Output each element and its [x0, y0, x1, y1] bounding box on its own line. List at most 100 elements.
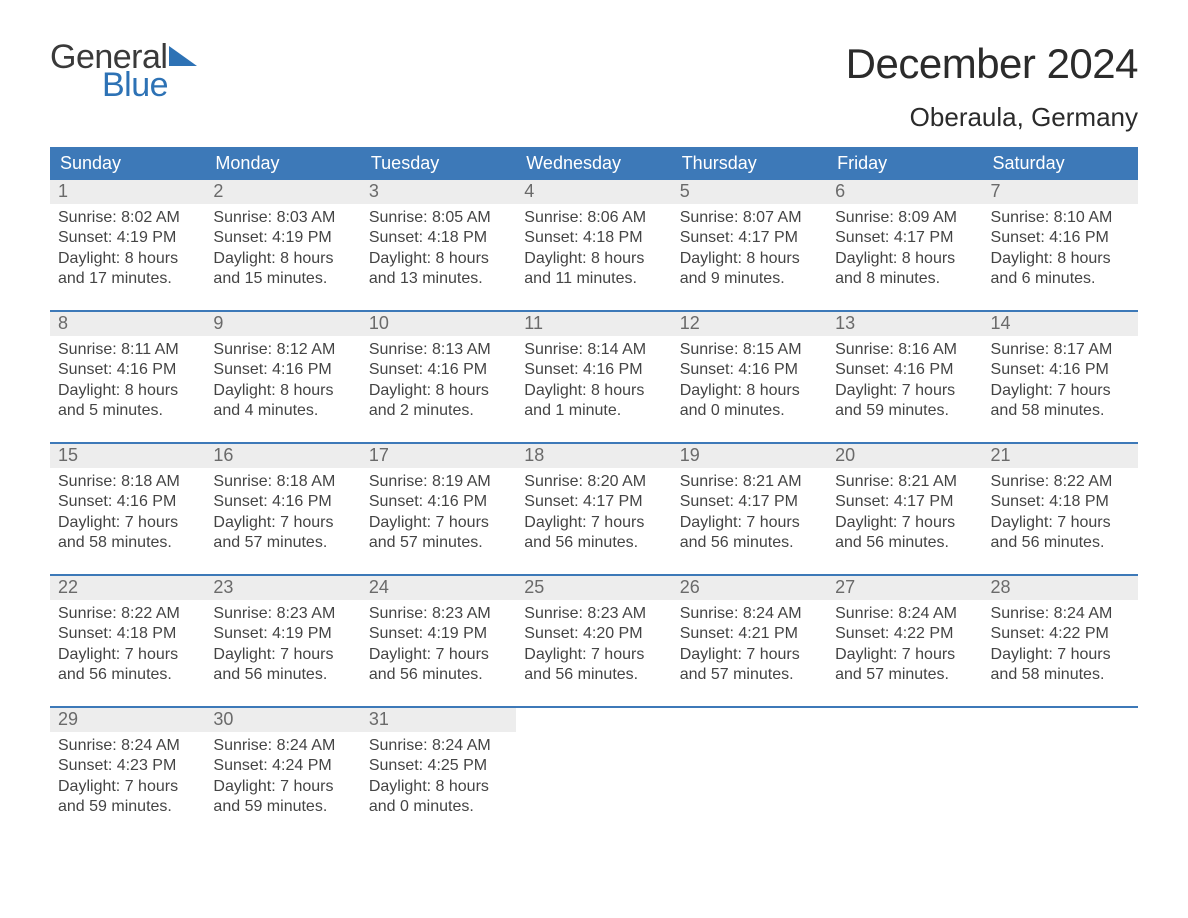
- day-sunrise: Sunrise: 8:22 AM: [991, 472, 1130, 492]
- day-cell: 6Sunrise: 8:09 AMSunset: 4:17 PMDaylight…: [827, 180, 982, 298]
- day-cell: .: [983, 708, 1138, 826]
- day-d2: and 5 minutes.: [58, 401, 197, 421]
- day-cell: 2Sunrise: 8:03 AMSunset: 4:19 PMDaylight…: [205, 180, 360, 298]
- day-d1: Daylight: 8 hours: [369, 249, 508, 269]
- day-d1: Daylight: 8 hours: [524, 381, 663, 401]
- day-sunrise: Sunrise: 8:19 AM: [369, 472, 508, 492]
- day-sunset: Sunset: 4:18 PM: [991, 492, 1130, 512]
- day-sunrise: Sunrise: 8:07 AM: [680, 208, 819, 228]
- day-cell: 17Sunrise: 8:19 AMSunset: 4:16 PMDayligh…: [361, 444, 516, 562]
- location: Oberaula, Germany: [846, 102, 1138, 133]
- day-body: Sunrise: 8:24 AMSunset: 4:24 PMDaylight:…: [205, 732, 360, 826]
- day-d1: Daylight: 7 hours: [213, 513, 352, 533]
- day-body: Sunrise: 8:21 AMSunset: 4:17 PMDaylight:…: [672, 468, 827, 562]
- day-body: Sunrise: 8:11 AMSunset: 4:16 PMDaylight:…: [50, 336, 205, 430]
- day-d1: Daylight: 8 hours: [991, 249, 1130, 269]
- day-body: Sunrise: 8:24 AMSunset: 4:23 PMDaylight:…: [50, 732, 205, 826]
- day-body: Sunrise: 8:20 AMSunset: 4:17 PMDaylight:…: [516, 468, 671, 562]
- day-sunset: Sunset: 4:18 PM: [58, 624, 197, 644]
- day-d2: and 8 minutes.: [835, 269, 974, 289]
- day-number: 23: [205, 576, 360, 600]
- day-number: 5: [672, 180, 827, 204]
- day-cell: 31Sunrise: 8:24 AMSunset: 4:25 PMDayligh…: [361, 708, 516, 826]
- day-number: 9: [205, 312, 360, 336]
- day-sunrise: Sunrise: 8:24 AM: [369, 736, 508, 756]
- day-sunset: Sunset: 4:16 PM: [213, 360, 352, 380]
- day-d1: Daylight: 8 hours: [369, 381, 508, 401]
- day-sunset: Sunset: 4:17 PM: [680, 228, 819, 248]
- day-d2: and 9 minutes.: [680, 269, 819, 289]
- day-sunset: Sunset: 4:21 PM: [680, 624, 819, 644]
- day-cell: 24Sunrise: 8:23 AMSunset: 4:19 PMDayligh…: [361, 576, 516, 694]
- day-cell: 23Sunrise: 8:23 AMSunset: 4:19 PMDayligh…: [205, 576, 360, 694]
- day-body: Sunrise: 8:02 AMSunset: 4:19 PMDaylight:…: [50, 204, 205, 298]
- day-number: 22: [50, 576, 205, 600]
- day-d1: Daylight: 8 hours: [213, 381, 352, 401]
- day-number: 15: [50, 444, 205, 468]
- day-number: 2: [205, 180, 360, 204]
- day-d2: and 17 minutes.: [58, 269, 197, 289]
- day-d1: Daylight: 7 hours: [58, 645, 197, 665]
- day-d1: Daylight: 8 hours: [680, 249, 819, 269]
- week-row: 29Sunrise: 8:24 AMSunset: 4:23 PMDayligh…: [50, 706, 1138, 826]
- day-cell: 11Sunrise: 8:14 AMSunset: 4:16 PMDayligh…: [516, 312, 671, 430]
- day-body: Sunrise: 8:03 AMSunset: 4:19 PMDaylight:…: [205, 204, 360, 298]
- day-d2: and 13 minutes.: [369, 269, 508, 289]
- day-body: Sunrise: 8:09 AMSunset: 4:17 PMDaylight:…: [827, 204, 982, 298]
- day-sunrise: Sunrise: 8:02 AM: [58, 208, 197, 228]
- day-d1: Daylight: 8 hours: [58, 249, 197, 269]
- day-d2: and 2 minutes.: [369, 401, 508, 421]
- day-sunset: Sunset: 4:17 PM: [835, 228, 974, 248]
- day-d1: Daylight: 7 hours: [835, 645, 974, 665]
- day-d2: and 0 minutes.: [369, 797, 508, 817]
- day-cell: .: [672, 708, 827, 826]
- day-sunset: Sunset: 4:18 PM: [524, 228, 663, 248]
- day-number: 4: [516, 180, 671, 204]
- day-sunset: Sunset: 4:24 PM: [213, 756, 352, 776]
- week-row: 15 Sunrise: 8:18 AMSunset: 4:16 PM Dayligh…: [50, 442, 1138, 562]
- day-d1: Daylight: 7 hours: [369, 645, 508, 665]
- day-number: 24: [361, 576, 516, 600]
- day-d1: Daylight: 7 hours: [524, 513, 663, 533]
- day-number: 7: [983, 180, 1138, 204]
- day-d2: and 56 minutes.: [524, 533, 663, 553]
- day-sunset: Sunset: 4:16 PM: [991, 228, 1130, 248]
- day-d1: Daylight: 7 hours: [58, 777, 197, 797]
- day-d2: and 57 minutes.: [680, 665, 819, 685]
- day-sunrise: Sunrise: 8:15 AM: [680, 340, 819, 360]
- day-sunrise: Sunrise: 8:10 AM: [991, 208, 1130, 228]
- weekday-header-row: SundayMondayTuesdayWednesdayThursdayFrid…: [50, 147, 1138, 180]
- day-d1: Daylight: 7 hours: [991, 513, 1130, 533]
- day-sunrise: Sunrise: 8:23 AM: [369, 604, 508, 624]
- day-sunrise: Sunrise: 8:21 AM: [835, 472, 974, 492]
- day-sunrise: Sunrise: 8:06 AM: [524, 208, 663, 228]
- day-body: Sunrise: 8:24 AMSunset: 4:21 PMDaylight:…: [672, 600, 827, 694]
- day-sunrise: Sunrise: 8:03 AM: [213, 208, 352, 228]
- day-body: Sunrise: 8:06 AMSunset: 4:18 PMDaylight:…: [516, 204, 671, 298]
- day-sunset: Sunset: 4:16 PM: [58, 492, 197, 512]
- day-body: Sunrise: 8:19 AMSunset: 4:16 PMDaylight:…: [361, 468, 516, 562]
- day-sunrise: Sunrise: 8:18 AM: [58, 472, 197, 492]
- logo-text-blue: Blue: [102, 68, 197, 102]
- day-sunrise: Sunrise: 8:12 AM: [213, 340, 352, 360]
- day-sunrise: Sunrise: 8:23 AM: [524, 604, 663, 624]
- day-d2: and 56 minutes.: [524, 665, 663, 685]
- day-cell: 21 Sunrise: 8:22 AMSunset: 4:18 PMDayligh…: [983, 444, 1138, 562]
- day-body: Sunrise: 8:22 AMSunset: 4:18 PMDaylight:…: [50, 600, 205, 694]
- day-sunset: Sunset: 4:25 PM: [369, 756, 508, 776]
- day-sunrise: Sunrise: 8:16 AM: [835, 340, 974, 360]
- day-sunrise: Sunrise: 8:17 AM: [991, 340, 1130, 360]
- day-sunset: Sunset: 4:19 PM: [58, 228, 197, 248]
- day-number: 13: [827, 312, 982, 336]
- day-d2: and 56 minutes.: [680, 533, 819, 553]
- day-d2: and 57 minutes.: [213, 533, 352, 553]
- day-cell: 19Sunrise: 8:21 AMSunset: 4:17 PMDayligh…: [672, 444, 827, 562]
- day-sunrise: Sunrise: 8:24 AM: [835, 604, 974, 624]
- day-d2: and 59 minutes.: [835, 401, 974, 421]
- day-cell: 29Sunrise: 8:24 AMSunset: 4:23 PMDayligh…: [50, 708, 205, 826]
- weekday-header: Monday: [205, 147, 360, 180]
- day-sunrise: Sunrise: 8:24 AM: [991, 604, 1130, 624]
- day-sunrise: Sunrise: 8:14 AM: [524, 340, 663, 360]
- weekday-header: Tuesday: [361, 147, 516, 180]
- day-number: 21: [983, 444, 1138, 468]
